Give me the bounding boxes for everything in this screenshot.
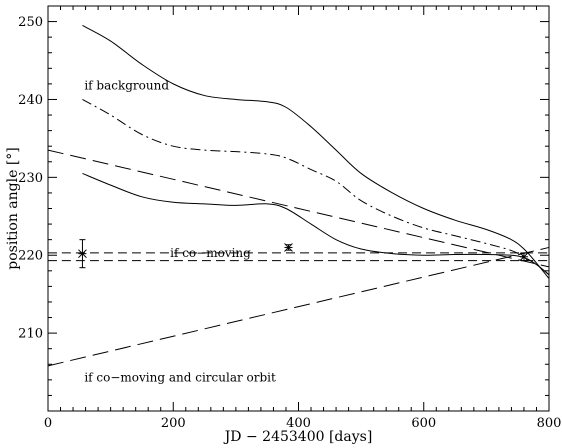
data-point-1 bbox=[78, 239, 87, 269]
annotations-layer: if background if co−moving if co−moving an… bbox=[84, 78, 276, 384]
x-tick-label: 0 bbox=[44, 416, 52, 431]
series-line-4 bbox=[82, 172, 550, 276]
axes-layer: 0 200 400 600 800 210 220 230 240 250 bbox=[18, 5, 562, 431]
y-tick-label: 250 bbox=[18, 15, 43, 30]
x-tick-label: 400 bbox=[286, 416, 311, 431]
data-points-layer bbox=[78, 239, 529, 269]
data-point-2 bbox=[284, 243, 293, 252]
y-axis-label: position angle [°] bbox=[5, 147, 21, 270]
y-tick-label: 220 bbox=[18, 249, 43, 264]
series-line-2 bbox=[82, 99, 550, 276]
annotation-2: if co−moving bbox=[170, 246, 251, 260]
x-tick-label: 800 bbox=[537, 416, 562, 431]
annotation-1: if background bbox=[84, 78, 169, 92]
y-tick-label: 210 bbox=[18, 327, 43, 342]
series-line-5 bbox=[47, 246, 550, 367]
annotation-3: if co−moving and circular orbit bbox=[84, 370, 276, 384]
y-tick-label: 240 bbox=[18, 93, 43, 108]
data-point-3 bbox=[519, 252, 529, 262]
y-tick-label: 230 bbox=[18, 171, 43, 186]
x-axis-label: JD − 2453400 [days] bbox=[223, 429, 373, 445]
curves-layer bbox=[47, 25, 550, 367]
series-line-3 bbox=[47, 149, 550, 268]
series-line-1 bbox=[82, 25, 550, 279]
x-tick-label: 600 bbox=[411, 416, 436, 431]
x-tick-label: 200 bbox=[161, 416, 186, 431]
